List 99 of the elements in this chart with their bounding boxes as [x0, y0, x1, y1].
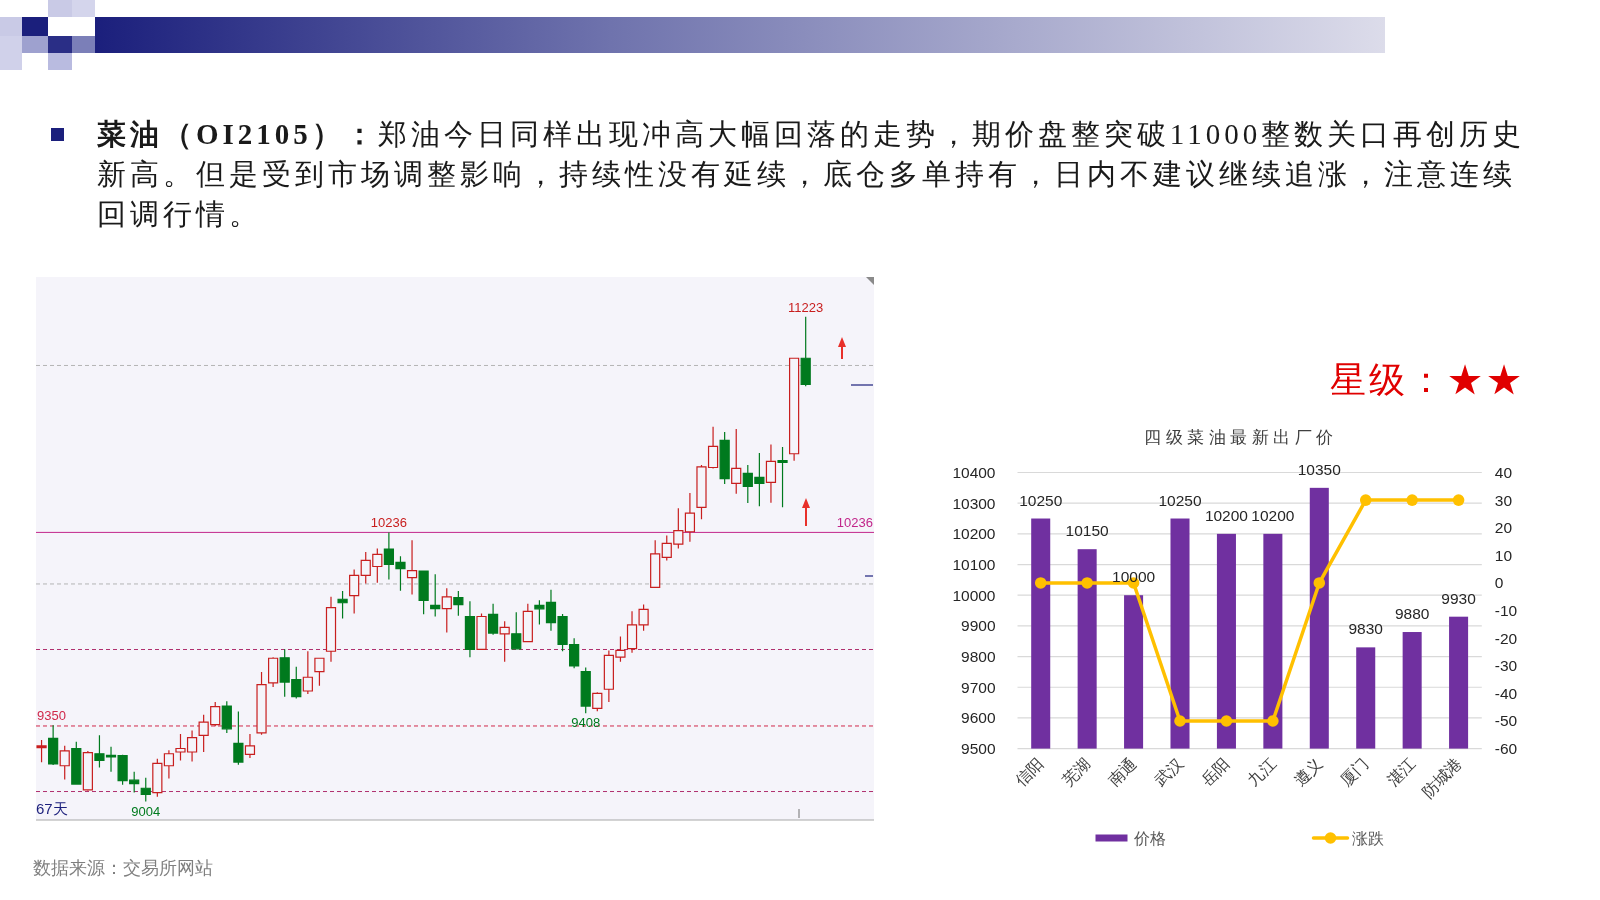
- candlestick: [36, 739, 47, 763]
- candlestick: [349, 568, 360, 615]
- candlestick: [765, 443, 777, 504]
- y-tick-label: 10400: [952, 464, 996, 481]
- candlestick: [59, 745, 70, 781]
- y2-tick-label: 0: [1494, 574, 1504, 592]
- data-label: 10200: [1204, 506, 1249, 524]
- source-note: 数据来源：交易所网站: [33, 857, 213, 879]
- annotation: 67天: [36, 800, 68, 817]
- candlestick: [268, 656, 279, 688]
- y-tick-label: 9900: [961, 617, 996, 635]
- candlestick: [82, 750, 93, 792]
- y2-tick-label: 40: [1494, 464, 1513, 481]
- data-label: 10150: [1065, 522, 1110, 540]
- y-tick-label: 10300: [952, 494, 996, 512]
- point: [1406, 494, 1418, 506]
- chart-title: 四级菜油最新出厂价: [1144, 428, 1338, 447]
- text: 菜油（OI2105）：郑油今日同样出现冲高大幅回落的走势，期价盘整突破11000整数关口再创历史新高。但是受到市场调整影响，持续性没有延续，底仓多单持有，日内不建议继续追涨，注意连续回调行情。: [97, 118, 1526, 230]
- y2-tick-label: -10: [1494, 602, 1518, 620]
- candlestick: [314, 657, 325, 687]
- candlestick: [650, 539, 661, 589]
- data-label: 9880: [1394, 605, 1430, 623]
- x-tick-label: 九江: [1244, 754, 1279, 790]
- y2-tick-label: -40: [1494, 684, 1518, 702]
- data-label: 10250: [1019, 491, 1063, 509]
- data-label: 10250: [1158, 491, 1202, 509]
- y-tick-label: 10200: [952, 525, 996, 543]
- data-label: 9830: [1348, 620, 1384, 638]
- y2-tick-label: -30: [1494, 657, 1518, 675]
- point: [1313, 577, 1326, 589]
- candlestick: [777, 446, 788, 508]
- candlestick: [244, 733, 256, 759]
- candlestick: [418, 569, 429, 615]
- ref-line-label: 9350: [37, 707, 66, 723]
- candlestick: [140, 777, 151, 803]
- candlestick: [221, 700, 232, 734]
- ref-line-label: 10236: [836, 515, 873, 531]
- annotation: 9408: [571, 715, 601, 731]
- x-tick-label: 信阳: [1012, 754, 1047, 790]
- y-tick-label: 9600: [961, 709, 996, 727]
- candlestick: [430, 573, 441, 618]
- candlestick: [511, 611, 522, 651]
- x-tick-label: 南通: [1105, 754, 1140, 790]
- point: [1220, 715, 1233, 727]
- point: [1081, 577, 1093, 589]
- candlestick: [337, 590, 348, 620]
- candlestick: [731, 428, 742, 495]
- y-tick-label: 10000: [952, 586, 996, 604]
- candlestick: [719, 431, 730, 485]
- candlestick: [453, 590, 464, 617]
- point: [1267, 715, 1279, 727]
- candlestick: [71, 741, 82, 786]
- candlestick: [580, 666, 591, 714]
- point: [1174, 715, 1186, 727]
- candlestick: [302, 650, 313, 695]
- y-tick-label: 9700: [961, 678, 996, 696]
- x-tick-label: 湛江: [1383, 754, 1419, 790]
- legend-label: 价格: [1132, 829, 1166, 847]
- candlestick: [464, 600, 476, 658]
- x-tick-label: 防城港: [1418, 754, 1465, 801]
- data-label: 9930: [1441, 589, 1477, 607]
- candlestick: [441, 587, 452, 634]
- candlestick: [48, 724, 59, 766]
- candlestick: [233, 710, 244, 766]
- text: 星级：★★: [1330, 360, 1525, 400]
- data-label: 10000: [1112, 568, 1156, 586]
- point: [1359, 494, 1372, 506]
- data-label: 10350: [1297, 460, 1342, 478]
- candlestick: [487, 603, 499, 636]
- x-tick-label: 岳阳: [1197, 754, 1233, 790]
- candlestick: [256, 671, 267, 736]
- x-tick-label: 芜湖: [1058, 754, 1094, 790]
- y2-tick-label: 30: [1494, 491, 1513, 509]
- y2-tick-label: 10: [1494, 546, 1513, 564]
- annotation: 11223: [788, 299, 824, 315]
- y-tick-label: 9500: [961, 740, 996, 758]
- legend-label: 涨跌: [1351, 829, 1384, 847]
- candlestick: [592, 691, 603, 712]
- annotation: 9004: [131, 803, 161, 819]
- candlestick: [522, 603, 533, 643]
- candlestick: [789, 357, 800, 462]
- y-tick-label: 9800: [961, 648, 996, 666]
- x-tick-label: 遵义: [1290, 754, 1326, 790]
- y2-tick-label: -60: [1494, 740, 1518, 758]
- x-tick-label: 厦门: [1337, 754, 1372, 790]
- candlestick: [325, 596, 337, 663]
- y2-tick-label: -20: [1494, 629, 1518, 647]
- candlestick: [406, 539, 418, 596]
- candlestick: [499, 620, 510, 663]
- annotation: 10236: [370, 515, 407, 531]
- y2-tick-label: -50: [1494, 712, 1518, 730]
- y-tick-label: 10100: [952, 556, 996, 574]
- y2-tick-label: 20: [1494, 519, 1513, 537]
- data-label: 10200: [1251, 506, 1295, 524]
- point: [1452, 494, 1465, 506]
- candlestick: [476, 612, 487, 651]
- x-tick-label: 武汉: [1151, 754, 1187, 790]
- point: [1034, 577, 1047, 589]
- candlestick: [800, 316, 811, 387]
